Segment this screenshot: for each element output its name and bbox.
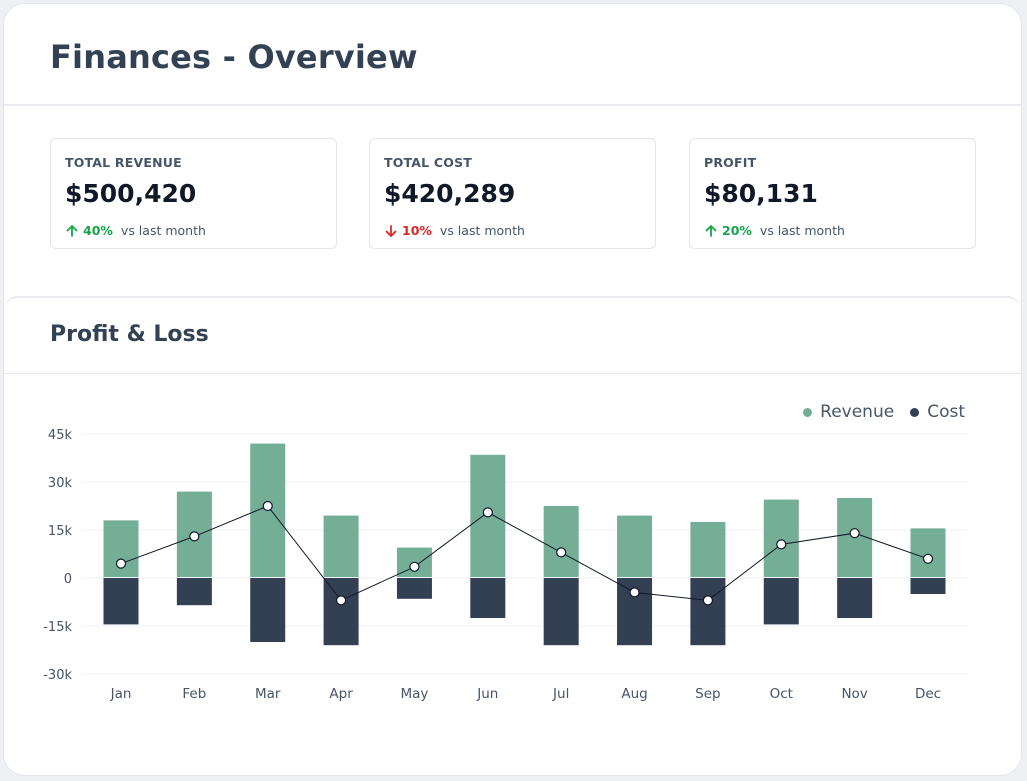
profit-loss-panel: Profit & Loss Revenue Cost 45k 30k 15k 0 -15… (4, 296, 1021, 775)
profit-point (556, 547, 567, 558)
bar-revenue (763, 499, 799, 577)
bar-revenue (690, 522, 726, 577)
x-tick-label: Mar (255, 686, 281, 702)
legend-swatch-revenue (803, 407, 813, 417)
profit-line (120, 505, 929, 602)
delta-percent: 20% (722, 223, 752, 238)
y-tick-label: 45k (48, 428, 73, 443)
stat-delta: 20% vs last month (704, 223, 845, 238)
profit-point (409, 561, 420, 572)
profit-point (702, 595, 714, 606)
profit-point (776, 539, 787, 550)
bar-cost (837, 578, 873, 618)
bar-cost (910, 578, 946, 594)
legend-item-revenue[interactable]: Revenue (803, 402, 894, 422)
x-tick-label: Jun (476, 686, 498, 702)
bar-cost (323, 578, 359, 646)
bar-cost (543, 578, 579, 646)
x-tick-label: Jul (552, 686, 569, 702)
bar-revenue (617, 515, 653, 577)
stat-value: $500,420 (65, 179, 197, 208)
y-tick-label: -30k (43, 668, 72, 683)
arrow-up-icon (65, 224, 79, 238)
stat-delta: 10% vs last month (384, 223, 525, 238)
delta-percent: 10% (402, 223, 432, 238)
profit-loss-chart: 45k 30k 15k 0 -15k -30k Jan Feb Mar Apr May Jun Jul A… (43, 428, 968, 702)
x-tick-label: Dec (915, 686, 941, 702)
x-tick-label: Oct (770, 686, 793, 702)
bar-revenue (910, 528, 946, 577)
stat-card-total-cost: TOTAL COST $420,289 10% vs last month (369, 138, 656, 249)
legend-label-cost: Cost (927, 402, 965, 422)
profit-loss-header: Profit & Loss (4, 298, 1021, 374)
stat-value: $420,289 (384, 179, 516, 208)
page-header: Finances - Overview (4, 4, 1021, 106)
x-tick-label: Feb (182, 686, 206, 702)
profit-loss-title: Profit & Loss (50, 322, 209, 347)
y-tick-label: 30k (48, 476, 73, 491)
x-tick-label: May (400, 686, 428, 702)
stat-delta: 40% vs last month (65, 223, 206, 238)
stat-card-total-revenue: TOTAL REVENUE $500,420 40% vs last month (50, 138, 337, 249)
delta-percent: 40% (83, 223, 113, 238)
profit-point (189, 531, 200, 542)
x-tick-label: Aug (621, 686, 647, 702)
bar-cost (103, 578, 139, 625)
x-tick-label: Apr (329, 686, 353, 702)
delta-suffix: vs last month (120, 223, 206, 238)
legend-swatch-cost (910, 407, 920, 417)
stat-value: $80,131 (704, 179, 818, 208)
bar-cost (250, 578, 286, 642)
stat-card-profit: PROFIT $80,131 20% vs last month (689, 138, 976, 249)
chart-legend: Revenue Cost (787, 402, 965, 422)
profit-point (922, 553, 934, 564)
delta-suffix: vs last month (759, 223, 845, 238)
page-title: Finances - Overview (50, 38, 418, 76)
x-tick-label: Sep (695, 686, 720, 702)
profit-point (482, 507, 493, 518)
x-tick-label: Nov (841, 686, 867, 702)
legend-item-cost[interactable]: Cost (910, 402, 965, 422)
profit-point (115, 558, 127, 569)
arrow-down-icon (384, 224, 398, 238)
bar-revenue (543, 506, 579, 577)
y-tick-label: 15k (48, 524, 73, 539)
arrow-up-icon (704, 224, 718, 238)
y-tick-label: -15k (43, 620, 72, 635)
profit-point (262, 500, 273, 512)
legend-label-revenue: Revenue (820, 402, 895, 422)
bar-cost (396, 578, 432, 599)
profit-point (849, 528, 860, 539)
stat-label: TOTAL COST (384, 155, 473, 170)
x-tick-label: Jan (110, 686, 132, 702)
stat-label: TOTAL REVENUE (65, 155, 182, 170)
bar-cost (176, 578, 212, 606)
delta-suffix: vs last month (439, 223, 525, 238)
bar-revenue (323, 515, 359, 577)
bar-cost (470, 578, 506, 618)
profit-point (335, 595, 347, 606)
stat-label: PROFIT (704, 155, 757, 170)
bar-cost (763, 578, 799, 625)
bar-cost (690, 578, 726, 646)
profit-point (629, 587, 640, 598)
y-tick-label: 0 (64, 572, 72, 587)
dashboard-frame: Finances - Overview TOTAL REVENUE $500,4… (3, 3, 1022, 776)
